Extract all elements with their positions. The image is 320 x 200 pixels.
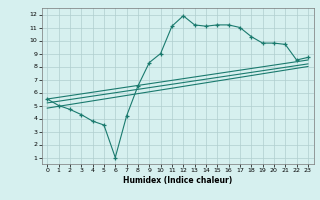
X-axis label: Humidex (Indice chaleur): Humidex (Indice chaleur) <box>123 176 232 185</box>
